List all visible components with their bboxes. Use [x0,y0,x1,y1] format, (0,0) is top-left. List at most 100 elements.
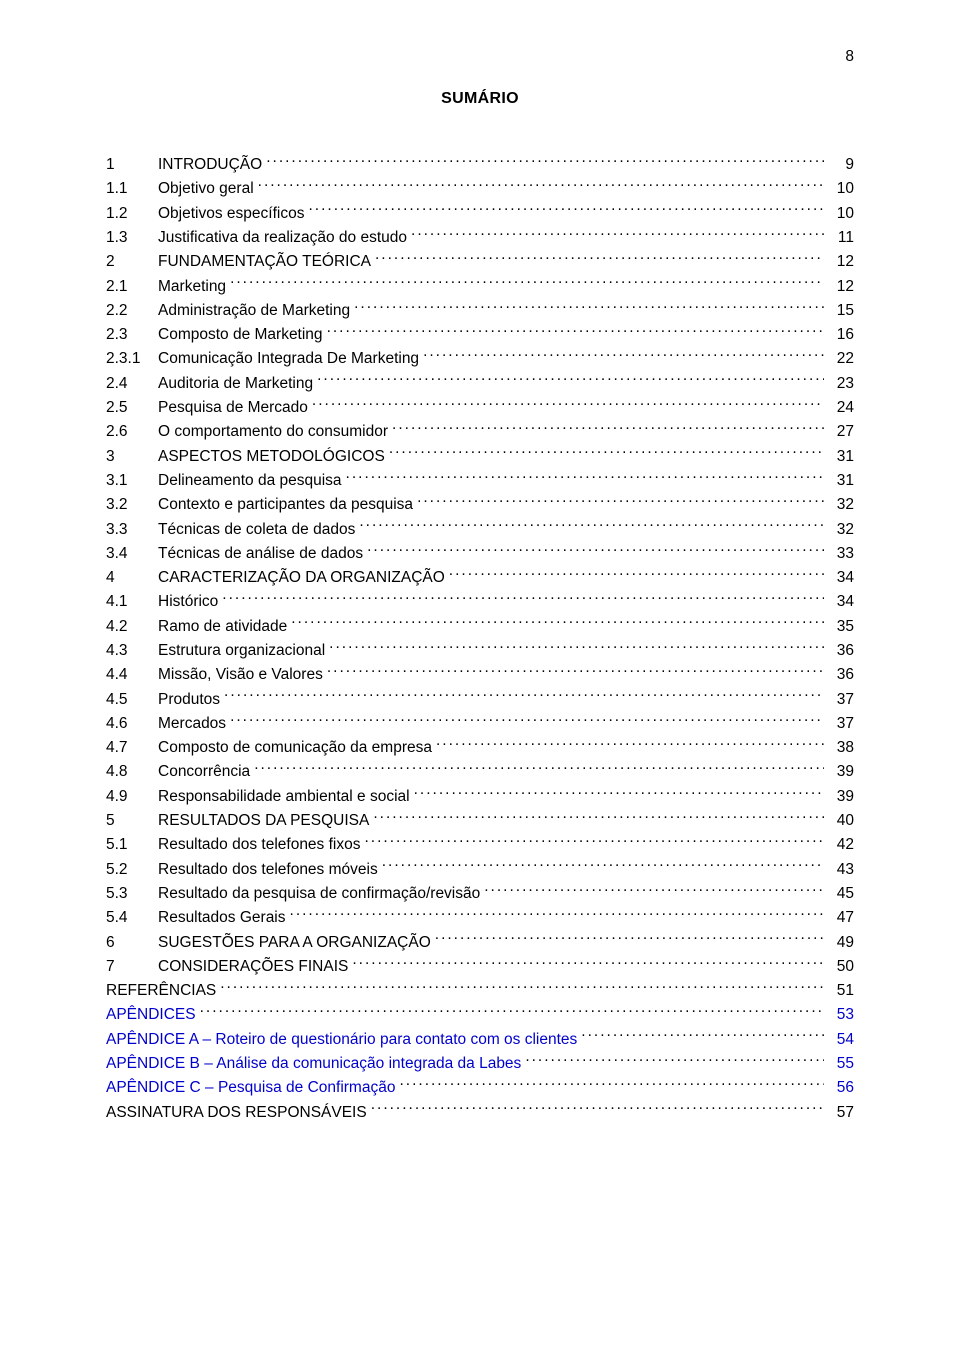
toc-entry-number: 2.4 [106,372,158,395]
toc-entry-page: 15 [828,299,854,322]
toc-entry-label[interactable]: APÊNDICES [106,1003,196,1026]
toc-row: 4.5Produtos37 [106,687,854,711]
toc-leader-dots [449,565,824,582]
toc-row: 5RESULTADOS DA PESQUISA40 [106,808,854,832]
toc-entry-page: 23 [828,372,854,395]
toc-entry-page: 50 [828,955,854,978]
toc-entry-page: 11 [828,226,854,249]
toc-leader-dots [308,201,824,218]
toc-entry-number: 5 [106,809,158,832]
toc-leader-dots [373,808,824,825]
toc-entry-page: 37 [828,712,854,735]
toc-title: SUMÁRIO [0,0,960,108]
toc-entry-label[interactable]: APÊNDICE C – Pesquisa de Confirmação [106,1076,395,1099]
toc-entry-label: Mercados [158,712,226,735]
toc-entry-page: 31 [828,445,854,468]
toc-entry-number: 1.1 [106,177,158,200]
toc-entry-label: O comportamento do consumidor [158,420,388,443]
toc-entry-label: CARACTERIZAÇÃO DA ORGANIZAÇÃO [158,566,445,589]
toc-leader-dots [291,614,824,631]
toc-entry-label: Contexto e participantes da pesquisa [158,493,413,516]
toc-entry-number: 4.2 [106,615,158,638]
toc-entry-label: Concorrência [158,760,250,783]
table-of-contents: 1INTRODUÇÃO91.1Objetivo geral101.2Objeti… [0,152,960,1124]
toc-entry-number: 2.2 [106,299,158,322]
toc-entry-page: 36 [828,639,854,662]
toc-row: 4.9Responsabilidade ambiental e social39 [106,784,854,808]
toc-entry-page: 42 [828,833,854,856]
toc-entry-page: 27 [828,420,854,443]
toc-leader-dots [359,516,824,533]
toc-entry-label: Composto de comunicação da empresa [158,736,432,759]
toc-entry-page: 34 [828,566,854,589]
toc-entry-page: 16 [828,323,854,346]
toc-entry-page: 10 [828,177,854,200]
toc-entry-number: 2.3.1 [106,347,158,370]
toc-entry-page: 31 [828,469,854,492]
toc-entry-number: 4.3 [106,639,158,662]
toc-entry-number: 2.1 [106,275,158,298]
toc-entry-label: ASPECTOS METODOLÓGICOS [158,445,385,468]
toc-leader-dots [220,978,824,995]
toc-entry-page: 32 [828,493,854,516]
toc-entry-page: 37 [828,688,854,711]
toc-entry-page[interactable]: 54 [828,1028,854,1051]
toc-row: 4.3Estrutura organizacional 36 [106,638,854,662]
toc-leader-dots [375,249,824,266]
toc-entry-number: 3 [106,445,158,468]
toc-row: 4CARACTERIZAÇÃO DA ORGANIZAÇÃO 34 [106,565,854,589]
toc-entry-number: 1 [106,153,158,176]
toc-entry-label[interactable]: APÊNDICE A – Roteiro de questionário par… [106,1028,577,1051]
toc-entry-label: Resultado dos telefones móveis [158,858,378,881]
toc-entry-label: RESULTADOS DA PESQUISA [158,809,369,832]
toc-entry-label: Missão, Visão e Valores [158,663,323,686]
toc-entry-number: 1.3 [106,226,158,249]
toc-leader-dots [399,1075,824,1092]
toc-row: 4.2Ramo de atividade35 [106,614,854,638]
toc-entry-label: FUNDAMENTAÇÃO TEÓRICA [158,250,371,273]
toc-leader-dots [414,784,824,801]
toc-entry-page: 45 [828,882,854,905]
toc-entry-page: 22 [828,347,854,370]
toc-entry-page: 33 [828,542,854,565]
toc-entry-page[interactable]: 55 [828,1052,854,1075]
toc-entry-number: 4 [106,566,158,589]
toc-entry-number: 5.1 [106,833,158,856]
toc-leader-dots [389,444,824,461]
toc-leader-dots [329,638,824,655]
toc-leader-dots [230,273,824,290]
page-number: 8 [845,48,854,66]
toc-entry-page: 43 [828,858,854,881]
toc-row: APÊNDICE B – Análise da comunicação inte… [106,1051,854,1075]
toc-entry-label: Ramo de atividade [158,615,287,638]
toc-entry-number: 4.4 [106,663,158,686]
toc-leader-dots [367,541,824,558]
toc-entry-number: 5.4 [106,906,158,929]
toc-entry-page[interactable]: 53 [828,1003,854,1026]
toc-entry-label: Estrutura organizacional [158,639,325,662]
toc-entry-number: 4.7 [106,736,158,759]
toc-entry-page: 47 [828,906,854,929]
toc-row: 2.3.1Comunicação Integrada De Marketing 2… [106,346,854,370]
toc-entry-label: Justificativa da realização do estudo [158,226,407,249]
toc-row: 4.7Composto de comunicação da empresa38 [106,735,854,759]
toc-entry-number: 3.2 [106,493,158,516]
toc-entry-page: 10 [828,202,854,225]
toc-row: 4.1Histórico34 [106,589,854,613]
toc-row: 3ASPECTOS METODOLÓGICOS 31 [106,444,854,468]
toc-entry-page[interactable]: 56 [828,1076,854,1099]
toc-entry-label: INTRODUÇÃO [158,153,262,176]
toc-leader-dots [254,759,824,776]
toc-row: 2.3Composto de Marketing16 [106,322,854,346]
toc-entry-page: 12 [828,250,854,273]
toc-entry-label[interactable]: APÊNDICE B – Análise da comunicação inte… [106,1052,521,1075]
toc-entry-page: 24 [828,396,854,419]
toc-row: 3.3Técnicas de coleta de dados32 [106,516,854,540]
toc-entry-number: 3.1 [106,469,158,492]
toc-entry-page: 49 [828,931,854,954]
toc-entry-number: 4.5 [106,688,158,711]
toc-entry-label: Histórico [158,590,218,613]
toc-entry-page: 12 [828,275,854,298]
toc-entry-label: Comunicação Integrada De Marketing [158,347,419,370]
toc-row: 3.1Delineamento da pesquisa31 [106,468,854,492]
